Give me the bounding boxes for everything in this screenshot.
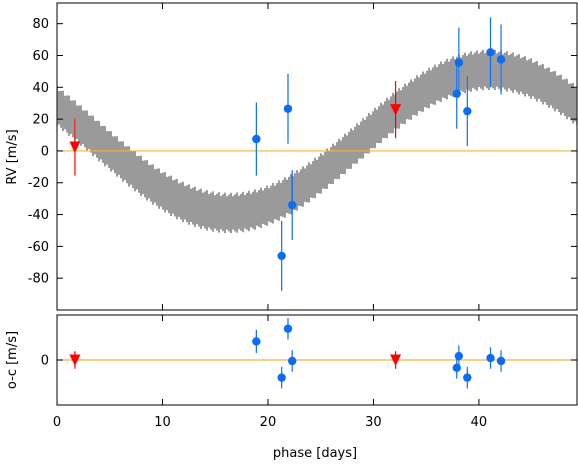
y-tick-label: 0 xyxy=(41,354,49,369)
residual-point xyxy=(288,357,296,365)
rv-point xyxy=(453,89,461,97)
residual-point xyxy=(486,354,494,362)
y-axis-label-lower: o-c [m/s] xyxy=(5,331,20,389)
y-tick-label: -20 xyxy=(28,176,49,191)
x-tick-label: 40 xyxy=(471,415,488,430)
y-axis-label-upper: RV [m/s] xyxy=(5,129,20,184)
residual-point xyxy=(284,324,292,332)
rv-point xyxy=(252,135,260,143)
model-band xyxy=(57,50,577,234)
y-tick-label: 40 xyxy=(32,81,49,96)
x-tick-label: 0 xyxy=(53,415,61,430)
x-axis-label: phase [days] xyxy=(273,446,357,461)
y-tick-label: 80 xyxy=(32,17,49,32)
y-tick-label: -80 xyxy=(28,272,49,287)
y-tick-label: -60 xyxy=(28,240,49,255)
rv-point xyxy=(463,107,471,115)
residual-point xyxy=(252,337,260,345)
x-tick-label: 20 xyxy=(260,415,277,430)
residual-data-points xyxy=(69,318,505,388)
y-tick-label: 60 xyxy=(32,49,49,64)
rv-point xyxy=(288,201,296,209)
y-tick-label: 0 xyxy=(41,144,49,159)
residual-point xyxy=(453,364,461,372)
rv-point xyxy=(277,252,285,260)
residual-point xyxy=(455,352,463,360)
x-tick-label: 30 xyxy=(365,415,382,430)
residual-point xyxy=(463,373,471,381)
rv-point xyxy=(497,55,505,63)
rv-point xyxy=(486,48,494,56)
y-tick-label: 20 xyxy=(32,113,49,128)
rv-point xyxy=(455,58,463,66)
x-tick-label: 10 xyxy=(154,415,171,430)
y-tick-label: -40 xyxy=(28,208,49,223)
rv-point xyxy=(284,105,292,113)
residual-point xyxy=(277,373,285,381)
residual-point xyxy=(497,357,505,365)
